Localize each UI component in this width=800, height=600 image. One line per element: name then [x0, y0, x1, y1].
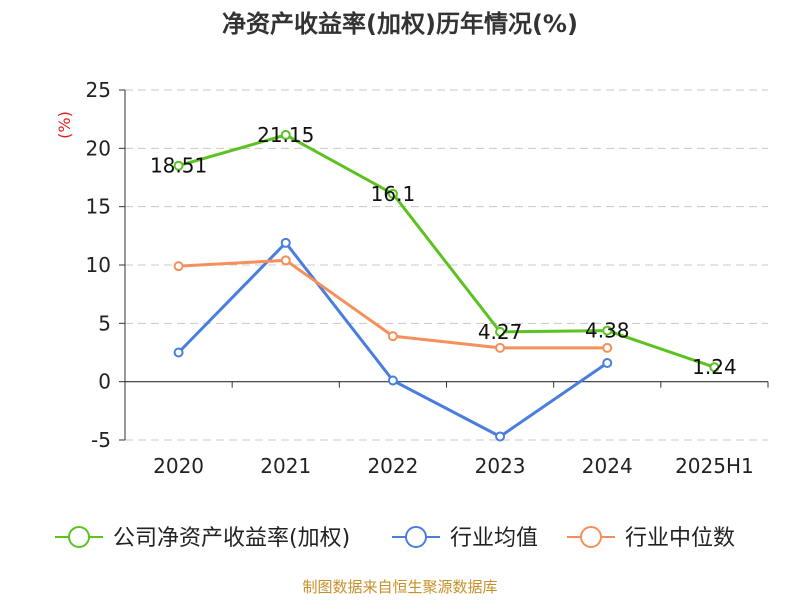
y-tick-label: -5 — [91, 428, 111, 452]
data-label: 18.51 — [150, 154, 207, 178]
x-tick-label: 2022 — [367, 454, 418, 478]
x-tick-label: 2020 — [153, 454, 204, 478]
series — [173, 129, 720, 442]
legend: 公司净资产收益率(加权) 行业均值 行业中位数 — [55, 526, 735, 551]
x-tick-label: 2023 — [475, 454, 526, 478]
data-point — [602, 342, 613, 353]
legend-label: 公司净资产收益率(加权) — [113, 526, 350, 551]
data-point — [173, 160, 184, 171]
y-tick-label: 25 — [86, 78, 111, 102]
data-point — [280, 255, 291, 266]
x-tick-label: 2021 — [260, 454, 311, 478]
data-point — [709, 362, 720, 373]
y-tick-label: 20 — [86, 136, 111, 160]
grid — [125, 89, 768, 441]
legend-marker-icon — [580, 526, 602, 548]
data-point — [495, 342, 506, 353]
data-label: 21.15 — [257, 123, 314, 147]
data-point — [602, 325, 613, 336]
data-labels: 18.51 21.15 16.1 4.27 4.38 1.24 — [150, 123, 737, 379]
y-tick-label: 15 — [86, 195, 111, 219]
data-point — [602, 358, 613, 368]
data-label: 1.24 — [692, 355, 737, 379]
data-label: 16.1 — [371, 182, 416, 206]
data-point — [387, 188, 398, 199]
legend-marker-icon — [68, 526, 90, 548]
x-tick-label: 2025H1 — [675, 454, 754, 478]
legend-label: 行业均值 — [450, 526, 538, 551]
y-tick-label: 5 — [98, 311, 111, 335]
data-point — [387, 375, 398, 386]
data-point — [495, 431, 506, 442]
data-point — [387, 331, 398, 342]
chart-title: 净资产收益率(加权)历年情况(%) — [222, 10, 578, 38]
data-point — [280, 237, 291, 248]
data-point — [173, 261, 184, 272]
y-tick-label: 0 — [98, 370, 111, 394]
data-point — [495, 326, 506, 337]
data-point — [280, 129, 291, 140]
x-tick-label: 2024 — [582, 454, 633, 478]
data-label: 4.38 — [585, 319, 630, 343]
legend-label: 行业中位数 — [625, 526, 735, 551]
axes: -5 0 5 10 15 20 25 2020 2021 2022 2023 2024 2025H1 — [86, 78, 769, 478]
data-label: 4.27 — [478, 320, 523, 344]
source-note: 制图数据来自恒生聚源数据库 — [302, 578, 497, 596]
series-line — [178, 133, 715, 369]
data-point — [173, 347, 184, 358]
y-axis-unit: (%) — [55, 111, 74, 139]
y-tick-label: 10 — [86, 253, 111, 277]
legend-marker-icon — [405, 526, 427, 548]
